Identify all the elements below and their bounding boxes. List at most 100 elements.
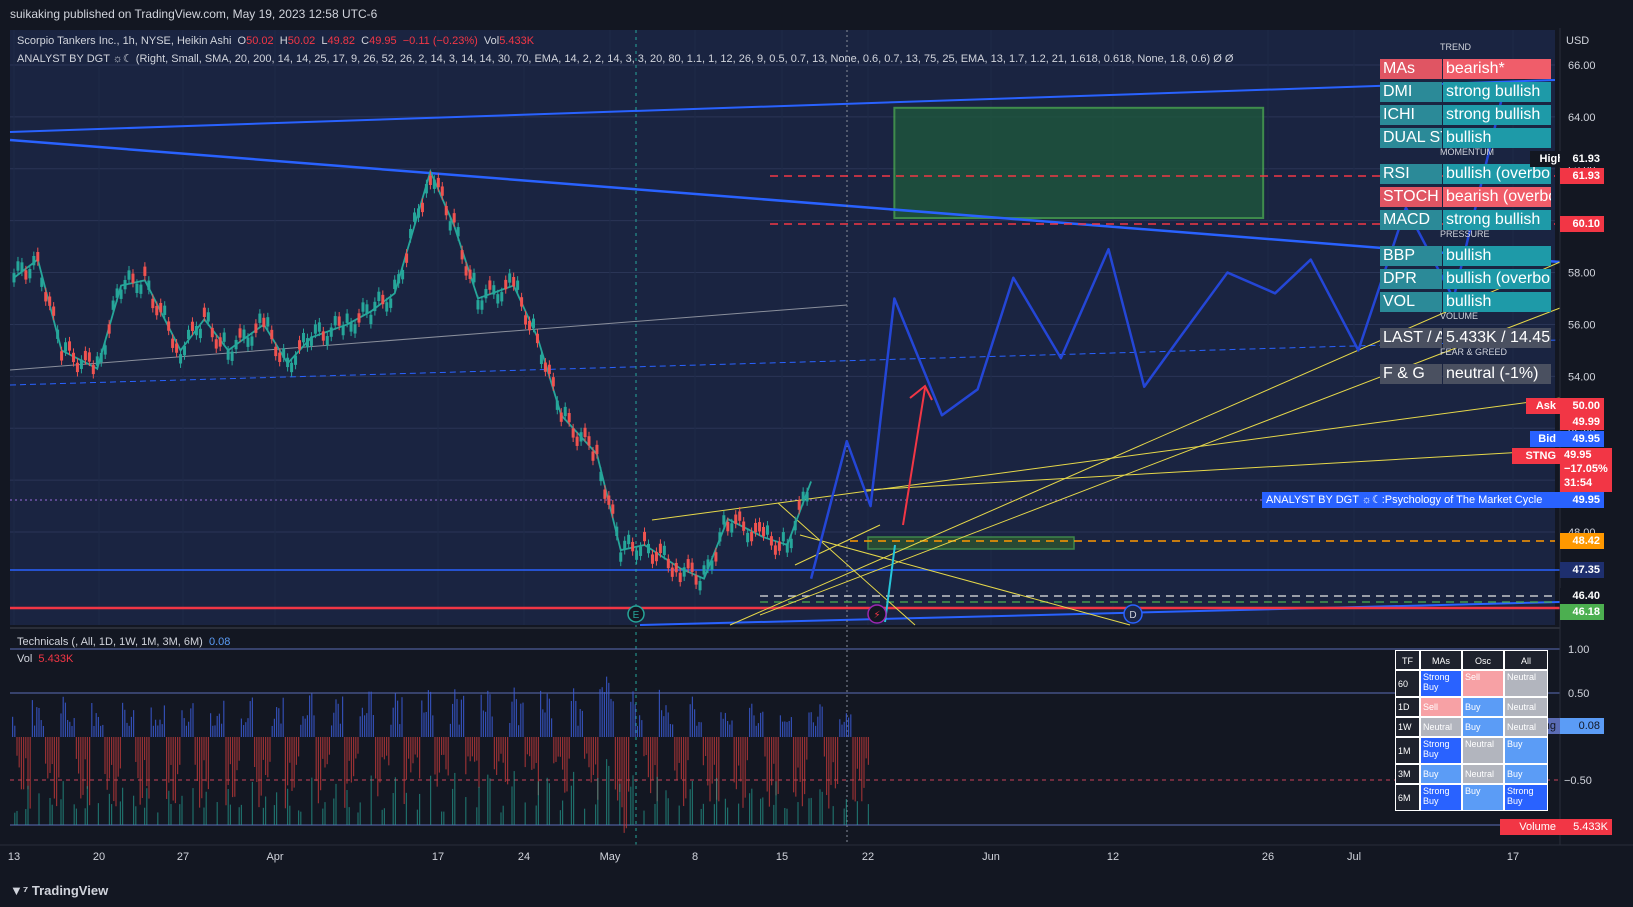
candle-body: [290, 362, 294, 373]
rating-bar: [489, 694, 491, 737]
rating-bar: [460, 699, 462, 737]
rating-bar: [350, 737, 352, 783]
rating-bar: [166, 737, 168, 799]
volume-bar: [170, 804, 172, 825]
candle-body: [575, 436, 579, 446]
rating-bar: [390, 724, 392, 737]
volume-bar: [394, 777, 396, 825]
rating-bar: [353, 737, 355, 777]
candle-body: [650, 554, 654, 564]
rating-bar: [441, 737, 443, 755]
volume-bar: [632, 775, 634, 825]
rating-bar: [104, 737, 106, 775]
candle-body: [658, 543, 662, 554]
rating-bar: [524, 737, 526, 768]
rating-bar: [205, 737, 207, 782]
rating-bar: [650, 737, 652, 794]
rating-bar: [394, 693, 396, 737]
h-val: 50.02: [287, 35, 316, 47]
rating-bar: [467, 737, 469, 757]
volume-bar: [111, 804, 113, 825]
volume-bar: [16, 810, 18, 825]
candle-body: [286, 357, 290, 368]
candle-body: [222, 332, 226, 342]
volume-bar: [430, 775, 432, 825]
candle-body: [99, 352, 103, 363]
candle-body: [294, 355, 298, 365]
candle-body: [666, 558, 670, 569]
rating-bar: [821, 706, 823, 737]
rating-bar: [168, 737, 170, 783]
rating-bar: [25, 737, 27, 759]
rating-bar: [445, 737, 447, 770]
rating-bar: [148, 737, 150, 799]
candle-body: [535, 333, 539, 344]
indicator-legend[interactable]: ANALYST BY DGT ☼☾ (Right, Small, SMA, 20…: [17, 53, 1234, 65]
rating-bar: [643, 737, 645, 757]
o-label: O: [237, 35, 247, 47]
rating-bar: [645, 737, 647, 756]
candle-body: [662, 545, 666, 556]
rating-bar: [832, 737, 834, 763]
candle-body: [452, 213, 456, 223]
rating-bar: [713, 737, 715, 765]
x-axis: 13 20 27 Apr 17 24 May 8 15 22 Jun 12 26 Jul 17: [8, 851, 1519, 863]
rating-bar: [518, 725, 520, 737]
volume-bar: [513, 771, 515, 825]
rating-bar: [850, 714, 852, 737]
rating-bar: [181, 710, 183, 737]
rating-bar: [619, 737, 621, 792]
rating-bar: [80, 737, 82, 799]
rating-bar: [12, 716, 14, 737]
momentum-value: bullish (overbought): [1443, 164, 1551, 184]
rating-bar: [766, 737, 768, 792]
volume-bar: [181, 795, 183, 825]
trend-key: DUAL ST: [1380, 128, 1442, 148]
rating-bar: [705, 737, 707, 757]
rating-bar: [174, 737, 176, 804]
candle-body: [678, 572, 682, 583]
rating-bar: [542, 709, 544, 737]
candle-body: [420, 202, 424, 213]
candle-body: [500, 292, 504, 302]
candle-body: [436, 177, 440, 188]
volume-bar: [630, 786, 632, 825]
rating-bar: [207, 737, 209, 790]
candle-body: [357, 313, 361, 323]
vol-legend-label: Vol: [17, 653, 33, 665]
rating-bar: [592, 737, 594, 775]
rating-bar: [247, 718, 249, 737]
rating-bar: [381, 737, 383, 758]
price-chart[interactable]: E D ⚡ 66.0064.0062.0060.0058.0056.0054.0…: [0, 0, 1633, 875]
volume-value: 5.433K: [1560, 819, 1612, 835]
volume-tag: Volume: [1500, 819, 1560, 835]
rating-bar: [491, 716, 493, 737]
rating-bar: [249, 701, 251, 737]
rating-bar: [537, 737, 539, 796]
candle-body: [75, 362, 79, 373]
rating-bar: [722, 718, 724, 737]
x-tick-label: Apr: [266, 851, 283, 863]
volume-bar: [86, 786, 88, 825]
rating-bar: [742, 737, 744, 808]
tech-cell: Neutral: [1504, 697, 1548, 717]
pressure-title: PRESSURE: [1440, 229, 1490, 239]
volume-bar: [240, 804, 242, 825]
svg-text:E: E: [633, 610, 640, 621]
candle-body: [16, 261, 20, 271]
volume-bars: [12, 676, 869, 833]
candle-body: [242, 329, 246, 339]
rating-bar: [568, 737, 570, 759]
candle-body: [551, 377, 555, 387]
symbol-name: Scorpio Tankers Inc., 1h, NYSE, Heikin A…: [17, 35, 232, 47]
rating-bar: [476, 737, 478, 761]
volume-legend[interactable]: Vol 5.433K: [17, 653, 73, 665]
rating-bar: [634, 704, 636, 737]
momentum-value: strong bullish: [1443, 210, 1551, 230]
candle-body: [179, 354, 183, 364]
technicals-legend[interactable]: Technicals (, All, 1D, 1W, 1M, 3M, 6M) 0…: [17, 636, 230, 648]
rating-bar: [379, 737, 381, 783]
rating-bar: [227, 737, 229, 785]
candle-body: [87, 352, 91, 362]
volume-bar: [537, 781, 539, 825]
